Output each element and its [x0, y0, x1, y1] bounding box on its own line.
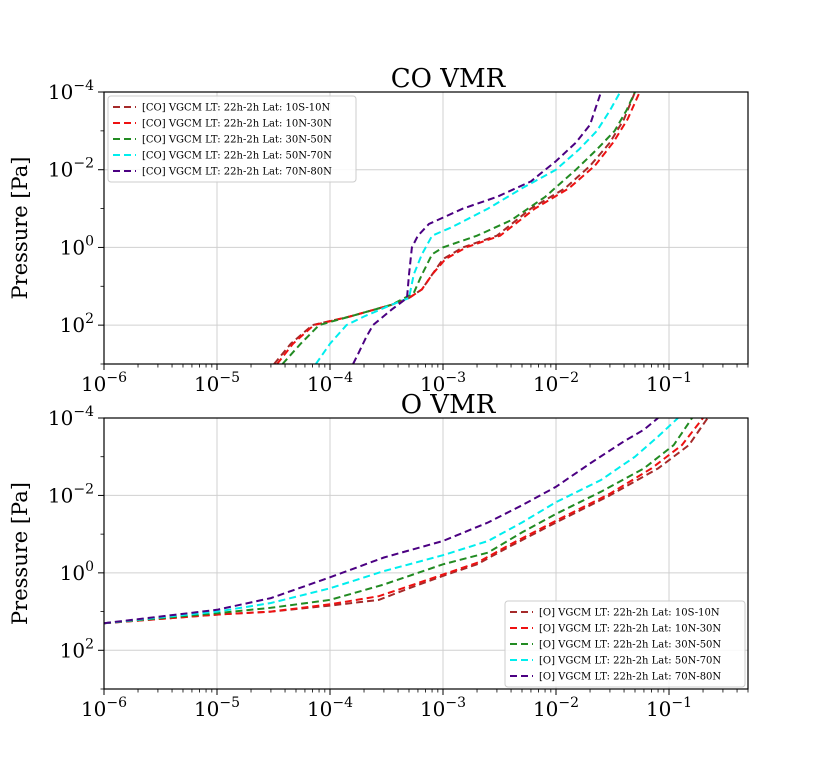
x-tick-label: 10−1	[646, 695, 692, 721]
x-tick-exponent: −1	[671, 370, 692, 386]
x-tick-base: 10	[533, 697, 558, 721]
series-line-2	[104, 418, 693, 625]
x-tick-base: 10	[194, 372, 219, 396]
legend-entry: [CO] VGCM LT: 22h-2h Lat: 30N-50N	[142, 135, 332, 146]
series-line-3	[315, 92, 622, 364]
legend-entry: [O] VGCM LT: 22h-2h Lat: 70N-80N	[539, 672, 721, 683]
x-tick-base: 10	[307, 697, 332, 721]
x-tick-exponent: −4	[332, 695, 353, 711]
x-tick-base: 10	[420, 372, 445, 396]
y-tick-exponent: −4	[73, 404, 94, 420]
legend-box	[504, 600, 746, 688]
x-tick-label: 10−2	[533, 370, 579, 396]
x-tick-label: 10−2	[533, 695, 579, 721]
y-tick-label: 100	[60, 233, 94, 259]
legend-entry: [O] VGCM LT: 22h-2h Lat: 30N-50N	[539, 640, 721, 651]
y-tick-label: 102	[60, 311, 94, 337]
chart-panel-0: 10−6 10−5 10−4 10−3 10−2 10−110−410−2100102CO…	[8, 64, 749, 396]
y-tick-label: 10−4	[48, 78, 94, 104]
x-tick-exponent: −6	[106, 370, 127, 386]
series-line-1	[104, 418, 704, 625]
y-tick-label: 10−2	[48, 156, 94, 182]
x-tick-base: 10	[646, 697, 671, 721]
series-group	[273, 92, 641, 364]
legend-entry: [CO] VGCM LT: 22h-2h Lat: 10S-10N	[142, 103, 331, 114]
x-tick-exponent: −5	[219, 695, 240, 711]
legend: [CO] VGCM LT: 22h-2h Lat: 10S-10N [CO] VG…	[107, 95, 357, 183]
series-line-2	[281, 92, 636, 364]
legend-entry: [CO] VGCM LT: 22h-2h Lat: 50N-70N	[142, 151, 332, 162]
chart-panel-1: 10−6 10−5 10−4 10−3 10−2 10−110−410−2100102O …	[8, 390, 749, 721]
legend: [O] VGCM LT: 22h-2h Lat: 10S-10N [O] VGCM…	[504, 600, 746, 688]
y-tick-base: 10	[60, 313, 85, 337]
y-tick-base: 10	[60, 235, 85, 259]
x-tick-label: 10−1	[646, 370, 692, 396]
y-tick-base: 10	[48, 80, 73, 104]
legend-entry: [CO] VGCM LT: 22h-2h Lat: 70N-80N	[142, 167, 332, 178]
y-tick-label: 10−2	[48, 481, 94, 507]
y-tick-exponent: 2	[85, 311, 94, 327]
x-tick-exponent: −3	[445, 695, 466, 711]
plot-frame	[103, 417, 749, 690]
legend-entry: [CO] VGCM LT: 22h-2h Lat: 10N-30N	[142, 119, 332, 130]
x-tick-exponent: −1	[671, 695, 692, 711]
series-line-1	[276, 92, 641, 364]
y-tick-base: 10	[48, 483, 73, 507]
y-tick-base: 10	[48, 406, 73, 430]
y-tick-base: 10	[60, 638, 85, 662]
legend-box	[107, 95, 357, 183]
x-tick-base: 10	[646, 372, 671, 396]
x-tick-label: 10−4	[307, 695, 353, 721]
x-tick-exponent: −4	[332, 370, 353, 386]
series-line-4	[104, 418, 659, 625]
y-tick-exponent: −2	[73, 156, 94, 172]
plot-frame	[103, 91, 749, 365]
x-tick-label: 10−6	[81, 370, 127, 396]
y-axis-label: Pressure [Pa]	[8, 157, 32, 300]
y-tick-base: 10	[48, 158, 73, 182]
series-line-3	[104, 418, 679, 625]
legend-entry: [O] VGCM LT: 22h-2h Lat: 50N-70N	[539, 656, 721, 667]
x-tick-exponent: −6	[106, 695, 127, 711]
y-tick-label: 102	[60, 636, 94, 662]
legend-entry: [O] VGCM LT: 22h-2h Lat: 10S-10N	[539, 608, 720, 619]
x-tick-label: 10−5	[194, 370, 240, 396]
y-tick-exponent: −4	[73, 78, 94, 94]
x-tick-label: 10−5	[194, 695, 240, 721]
x-tick-label: 10−3	[420, 370, 466, 396]
x-tick-exponent: −3	[445, 370, 466, 386]
x-tick-exponent: −5	[219, 370, 240, 386]
x-tick-exponent: −2	[558, 695, 579, 711]
x-tick-exponent: −2	[558, 370, 579, 386]
chart-title: O VMR	[401, 390, 497, 420]
y-tick-exponent: 0	[85, 559, 94, 575]
y-axis-label: Pressure [Pa]	[8, 482, 32, 625]
series-group	[104, 418, 709, 625]
y-tick-label: 100	[60, 559, 94, 585]
x-tick-base: 10	[81, 372, 106, 396]
y-tick-base: 10	[60, 561, 85, 585]
series-line-0	[104, 418, 709, 625]
chart-title: CO VMR	[391, 64, 507, 94]
legend-entry: [O] VGCM LT: 22h-2h Lat: 10N-30N	[539, 624, 721, 635]
x-tick-label: 10−6	[81, 695, 127, 721]
x-tick-base: 10	[307, 372, 332, 396]
x-tick-base: 10	[533, 372, 558, 396]
x-tick-label: 10−3	[420, 695, 466, 721]
series-line-4	[352, 92, 602, 364]
x-tick-base: 10	[420, 697, 445, 721]
y-tick-label: 10−4	[48, 404, 94, 430]
y-tick-exponent: 0	[85, 233, 94, 249]
x-tick-label: 10−4	[307, 370, 353, 396]
x-tick-base: 10	[194, 697, 219, 721]
y-tick-exponent: −2	[73, 481, 94, 497]
x-tick-base: 10	[81, 697, 106, 721]
y-tick-exponent: 2	[85, 636, 94, 652]
